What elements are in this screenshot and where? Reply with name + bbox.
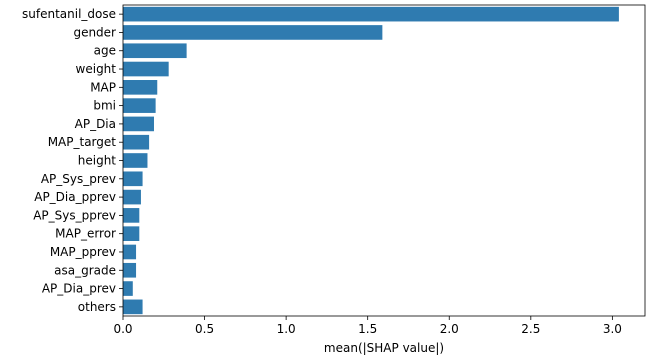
y-tick-label: AP_Dia bbox=[75, 117, 116, 131]
y-tick-label: AP_Dia_pprev bbox=[34, 190, 116, 204]
bar-bmi bbox=[123, 98, 156, 113]
x-tick-label: 1.0 bbox=[277, 322, 296, 336]
y-tick-label: height bbox=[78, 154, 117, 168]
bar-MAP_pprev bbox=[123, 244, 137, 260]
y-tick-label: MAP_target bbox=[48, 135, 117, 149]
y-tick-label: others bbox=[78, 300, 116, 314]
y-tick-label: bmi bbox=[93, 99, 116, 113]
y-tick-label: gender bbox=[73, 25, 116, 39]
y-tick-label: sufentanil_dose bbox=[22, 7, 116, 21]
y-tick-label: AP_Sys_pprev bbox=[33, 208, 116, 222]
bars-group bbox=[123, 6, 619, 315]
x-tick-label: 0.0 bbox=[113, 322, 132, 336]
bar-AP_Dia_prev bbox=[123, 281, 133, 296]
x-axis-ticks: 0.0 0.5 1.0 1.5 2.0 2.5 3.0 bbox=[113, 316, 622, 336]
bar-weight bbox=[123, 61, 169, 77]
y-tick-label: MAP_pprev bbox=[50, 245, 116, 259]
x-tick-label: 2.5 bbox=[521, 322, 540, 336]
bar-sufentanil_dose bbox=[123, 6, 619, 22]
y-tick-label: weight bbox=[76, 62, 117, 76]
y-tick-label: age bbox=[94, 44, 116, 58]
x-axis-label: mean(|SHAP value|) bbox=[324, 341, 444, 355]
bar-age bbox=[123, 43, 187, 59]
y-tick-label: asa_grade bbox=[54, 263, 116, 277]
x-tick-label: 0.5 bbox=[195, 322, 214, 336]
x-tick-label: 1.5 bbox=[358, 322, 377, 336]
bar-AP_Dia bbox=[123, 116, 154, 132]
bar-MAP bbox=[123, 80, 158, 95]
bar-AP_Sys_pprev bbox=[123, 208, 140, 223]
bar-MAP_error bbox=[123, 226, 140, 241]
bar-AP_Dia_pprev bbox=[123, 189, 141, 205]
bar-AP_Sys_prev bbox=[123, 171, 143, 187]
x-tick-label: 3.0 bbox=[603, 322, 622, 336]
bar-gender bbox=[123, 25, 383, 40]
bar-MAP_target bbox=[123, 134, 150, 150]
bar-others bbox=[123, 299, 143, 315]
y-tick-label: MAP bbox=[90, 80, 116, 94]
x-tick-label: 2.0 bbox=[440, 322, 459, 336]
bar-asa_grade bbox=[123, 262, 137, 278]
plot-frame bbox=[122, 4, 646, 317]
y-tick-label: AP_Dia_prev bbox=[42, 282, 116, 296]
y-tick-label: MAP_error bbox=[55, 227, 116, 241]
bar-height bbox=[123, 153, 148, 168]
y-tick-label: AP_Sys_prev bbox=[41, 172, 116, 186]
